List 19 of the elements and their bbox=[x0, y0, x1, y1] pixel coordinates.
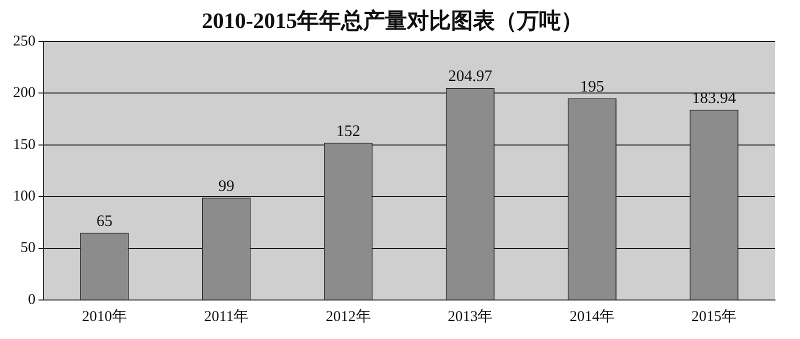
y-tick-label: 200 bbox=[13, 85, 36, 102]
x-tick-label: 2012年 bbox=[326, 308, 371, 325]
data-label: 65 bbox=[96, 212, 112, 230]
y-tick-label: 250 bbox=[13, 33, 36, 50]
x-tick-label: 2013年 bbox=[448, 308, 493, 325]
x-tick-label: 2015年 bbox=[692, 308, 737, 325]
chart-title: 2010-2015年年总产量对比图表（万吨） bbox=[202, 8, 584, 33]
data-label: 99 bbox=[218, 178, 234, 195]
x-tick-label: 2010年 bbox=[82, 308, 127, 325]
y-tick-label: 100 bbox=[13, 188, 36, 204]
y-tick-label: 50 bbox=[20, 240, 36, 256]
data-label: 204.97 bbox=[448, 68, 492, 86]
data-label: 183.94 bbox=[692, 90, 736, 107]
data-label: 152 bbox=[336, 122, 360, 140]
y-tick-label: 0 bbox=[28, 292, 36, 308]
data-label: 195 bbox=[580, 78, 604, 96]
x-tick-label: 2014年 bbox=[570, 308, 615, 325]
y-tick-label: 150 bbox=[13, 136, 36, 153]
x-tick-label: 2011年 bbox=[204, 308, 249, 325]
